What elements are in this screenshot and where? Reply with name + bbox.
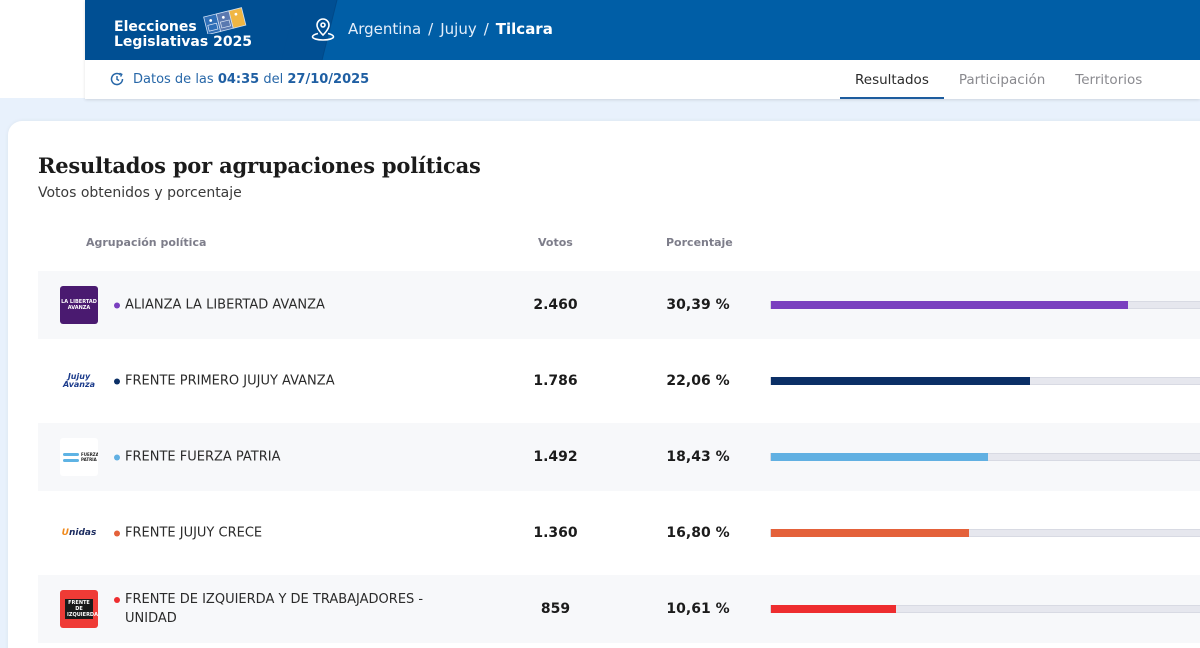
logo-text: Unidas [61,528,97,538]
party-color-dot [114,530,120,537]
section-subtitle: Votos obtenidos y porcentaje [38,185,242,201]
party-color-dot [114,454,120,461]
column-header-party: Agrupación política [86,236,207,249]
section-title: Resultados por agrupaciones políticas [38,153,481,178]
party-row: LA LIBERTAD AVANZA ALIANZA LA LIBERTAD AV… [38,271,1200,339]
percent-bar-fill [771,529,969,537]
refresh-clock-icon [110,72,124,86]
results-table: LA LIBERTAD AVANZA ALIANZA LA LIBERTAD AV… [38,267,1200,647]
party-name: FRENTE PRIMERO JUJUY AVANZA [114,372,444,391]
tab-participacion[interactable]: Participación [958,71,1046,88]
party-name: FRENTE JUJUY CRECE [114,524,444,543]
party-row: Jujuy Avanza FRENTE PRIMERO JUJUY AVANZA 1… [38,343,1200,419]
header-subbar: Datos de las 04:35 del 27/10/2025 Result… [85,60,1200,99]
logo-text: LA LIBERTAD AVANZA [61,299,97,311]
party-name-text: FRENTE DE IZQUIERDA Y DE TRABAJADORES - … [125,592,424,626]
breadcrumb: Argentina / Jujuy / Tilcara [310,16,553,42]
last-updated: Datos de las 04:35 del 27/10/2025 [109,71,369,87]
breadcrumb-current: Tilcara [495,20,553,38]
brand-line-1: Elecciones [114,19,197,35]
party-votes: 1.786 [533,373,578,389]
column-header-votes: Votos [538,236,573,249]
party-color-dot [114,378,120,385]
location-pin-icon [311,18,335,41]
percent-bar-track [770,301,1200,309]
updated-prefix: Datos de las [133,71,214,87]
party-row: Unidas FRENTE JUJUY CRECE 1.360 16,80 % [38,495,1200,571]
updated-date: 27/10/2025 [287,71,370,87]
site-header: Elecciones Legislativas 2025 [85,0,1200,99]
breadcrumb-separator: / [483,20,489,38]
breadcrumb-province[interactable]: Jujuy [440,20,477,38]
breadcrumb-country[interactable]: Argentina [348,20,422,38]
party-percent: 30,39 % [666,297,730,313]
header-bar: Elecciones Legislativas 2025 [85,0,1200,60]
party-votes: 1.360 [533,525,578,541]
party-color-dot [114,597,120,603]
party-percent: 10,61 % [666,601,730,617]
percent-bar-fill [771,301,1129,309]
party-votes: 1.492 [533,449,578,465]
party-name-text: FRENTE FUERZA PATRIA [125,449,281,465]
party-votes: 859 [540,601,571,617]
party-color-dot [114,302,120,309]
tab-territorios[interactable]: Territorios [1075,71,1143,88]
party-percent: 22,06 % [666,373,730,389]
updated-mid: del [263,71,284,87]
provincias-unidas-logo: Unidas [60,514,98,552]
breadcrumb-separator: / [428,20,434,38]
percent-bar-track [770,377,1200,385]
tab-resultados[interactable]: Resultados [840,60,944,99]
party-percent: 18,43 % [666,449,730,465]
brand-block[interactable]: Elecciones Legislativas 2025 [85,0,310,60]
view-tabs: Resultados Participación Territorios [840,60,1157,99]
percent-bar-track [770,453,1200,461]
party-percent: 16,80 % [666,525,730,541]
logo-text: FUERZA PATRIA [81,452,98,462]
party-votes: 2.460 [533,297,578,313]
party-name-text: FRENTE JUJUY CRECE [125,525,263,541]
brand-title: Elecciones Legislativas 2025 [114,20,252,50]
fuerza-patria-logo: FUERZA PATRIA [60,438,98,476]
la-libertad-avanza-logo: LA LIBERTAD AVANZA [60,286,98,324]
percent-bar-track [770,605,1200,613]
primero-jujuy-avanza-logo: Jujuy Avanza [60,362,98,400]
logo-text: FRENTE DE IZQUIERDA [65,599,98,619]
column-header-percent: Porcentaje [666,236,733,249]
logo-text: Jujuy Avanza [62,372,96,389]
party-name: FRENTE DE IZQUIERDA Y DE TRABAJADORES - … [114,590,444,628]
party-name: FRENTE FUERZA PATRIA [114,448,444,467]
results-card: Resultados por agrupaciones políticas Vo… [8,121,1200,648]
party-row: FRENTE DE IZQUIERDA FRENTE DE IZQUIERDA Y… [38,575,1200,643]
party-name-text: FRENTE PRIMERO JUJUY AVANZA [125,373,335,389]
percent-bar-track [770,529,1200,537]
party-row: FUERZA PATRIA FRENTE FUERZA PATRIA 1.492 18… [38,423,1200,491]
brand-line-2: Legislativas 2025 [114,34,253,50]
percent-bar-fill [771,377,1031,385]
percent-bar-fill [771,605,896,613]
party-name-text: ALIANZA LA LIBERTAD AVANZA [125,297,325,313]
party-name: ALIANZA LA LIBERTAD AVANZA [114,296,444,315]
updated-time: 04:35 [217,71,260,87]
frente-izquierda-logo: FRENTE DE IZQUIERDA [60,590,98,628]
percent-bar-fill [771,453,988,461]
ballot-icon [203,7,247,34]
